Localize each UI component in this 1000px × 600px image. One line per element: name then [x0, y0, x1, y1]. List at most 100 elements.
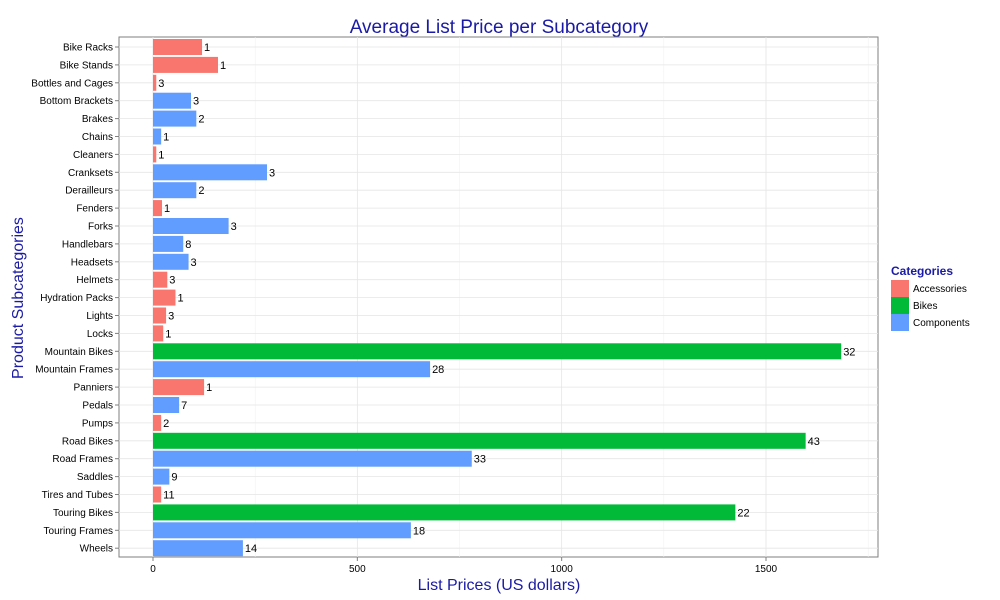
bar-data-label: 43 [808, 436, 820, 448]
y-tick-labels: Bike Racks Bike Stands Bottles and Cages Bo… [31, 43, 119, 555]
bar-touring-bikes [153, 504, 736, 521]
legend-label: Bikes [913, 301, 937, 312]
bar-wheels [153, 540, 243, 557]
bar-data-label: 1 [163, 132, 169, 144]
bar-brakes [153, 110, 197, 127]
legend-key-components [891, 314, 909, 331]
y-tick-label: Locks [87, 329, 113, 340]
bar-data-label: 2 [163, 418, 169, 430]
y-tick-label: Handlebars [62, 239, 113, 250]
bar-helmets [153, 271, 168, 288]
y-tick-label: Tires and Tubes [42, 490, 113, 501]
y-tick-label: Touring Frames [44, 526, 113, 537]
bar-lights [153, 307, 167, 324]
y-tick-label: Derailleurs [65, 186, 113, 197]
x-axis-title: List Prices (US dollars) [418, 577, 581, 594]
y-tick-label: Brakes [82, 114, 113, 125]
bar-data-label: 3 [193, 96, 199, 108]
bar-derailleurs [153, 182, 197, 199]
bar-touring-frames [153, 522, 411, 539]
bar-fenders [153, 200, 162, 217]
bar-data-label: 1 [204, 42, 210, 54]
bar-forks [153, 218, 229, 234]
y-tick-label: Bike Racks [63, 43, 113, 54]
y-tick-label: Panniers [74, 383, 113, 394]
y-tick-label: Wheels [80, 544, 113, 555]
bar-data-label: 14 [245, 543, 257, 555]
bar-road-frames [153, 450, 472, 467]
bar-data-label: 3 [231, 221, 237, 233]
y-tick-label: Bottom Brackets [40, 96, 113, 107]
y-axis-title: Product Subcategories [10, 217, 27, 379]
y-tick-label: Fenders [76, 204, 113, 215]
bar-hydration-packs [153, 289, 176, 306]
bar-panniers [153, 379, 205, 396]
legend: Categories Accessories Bikes Components [891, 264, 970, 331]
bar-data-label: 3 [168, 311, 174, 323]
bar-data-label: 1 [177, 293, 183, 305]
bar-data-label: 32 [843, 346, 855, 358]
bar-chains [153, 128, 162, 145]
bar-mountain-frames [153, 361, 431, 378]
y-tick-label: Headsets [71, 257, 113, 268]
bar-mountain-bikes [153, 343, 842, 360]
x-tick-label: 0 [150, 564, 156, 575]
y-tick-label: Mountain Frames [35, 365, 113, 376]
y-tick-label: Chains [82, 132, 113, 143]
y-tick-label: Lights [86, 311, 113, 322]
legend-label: Accessories [913, 284, 967, 295]
y-tick-label: Hydration Packs [40, 293, 113, 304]
bar-data-label: 1 [220, 60, 226, 72]
bar-tires-and-tubes [153, 486, 162, 503]
y-tick-label: Bottles and Cages [31, 78, 113, 89]
bar-data-label: 7 [181, 400, 187, 412]
legend-key-accessories [891, 280, 909, 297]
bar-bike-racks [153, 39, 203, 55]
y-tick-label: Touring Bikes [53, 508, 113, 519]
bar-saddles [153, 468, 170, 485]
bar-road-bikes [153, 432, 806, 449]
bar-data-label: 33 [474, 454, 486, 466]
bar-pumps [153, 414, 162, 431]
y-tick-label: Mountain Bikes [45, 347, 113, 358]
bar-data-label: 1 [206, 382, 212, 394]
y-tick-label: Forks [88, 222, 113, 233]
bar-bottom-brackets [153, 92, 192, 109]
chart-title: Average List Price per Subcategory [350, 17, 649, 38]
bar-data-label: 1 [165, 328, 171, 340]
bar-pedals [153, 397, 180, 413]
y-tick-label: Bike Stands [60, 60, 113, 71]
y-tick-label: Saddles [77, 472, 113, 483]
y-tick-label: Helmets [76, 275, 113, 286]
x-tick-label: 1500 [755, 564, 778, 575]
bar-data-label: 2 [198, 114, 204, 126]
x-tick-labels: 0 500 1000 1500 [150, 557, 778, 575]
bar-data-label: 28 [432, 364, 444, 376]
bar-data-label: 1 [158, 149, 164, 161]
legend-label: Components [913, 318, 970, 329]
bar-data-label: 18 [413, 525, 425, 537]
panel-border [118, 36, 879, 558]
bar-data-label: 3 [169, 275, 175, 287]
bar-data-label: 9 [171, 472, 177, 484]
bar-cleaners [153, 146, 157, 163]
bar-handlebars [153, 235, 184, 252]
bar-data-label: 3 [269, 167, 275, 179]
bar-locks [153, 325, 164, 342]
bar-data-label: 3 [158, 78, 164, 90]
bar-data-label: 22 [737, 507, 749, 519]
x-tick-label: 500 [349, 564, 366, 575]
bar-bike-stands [153, 56, 218, 73]
y-tick-label: Pedals [82, 401, 113, 412]
legend-key-bikes [891, 297, 909, 314]
bar-data-label: 11 [163, 490, 174, 502]
y-tick-label: Cranksets [68, 168, 113, 179]
bar-data-label: 2 [198, 185, 204, 197]
bar-bottles-and-cages [153, 74, 157, 91]
y-tick-label: Pumps [82, 418, 113, 429]
y-tick-label: Road Frames [52, 454, 113, 465]
x-tick-label: 1000 [551, 564, 574, 575]
legend-title: Categories [891, 264, 953, 278]
